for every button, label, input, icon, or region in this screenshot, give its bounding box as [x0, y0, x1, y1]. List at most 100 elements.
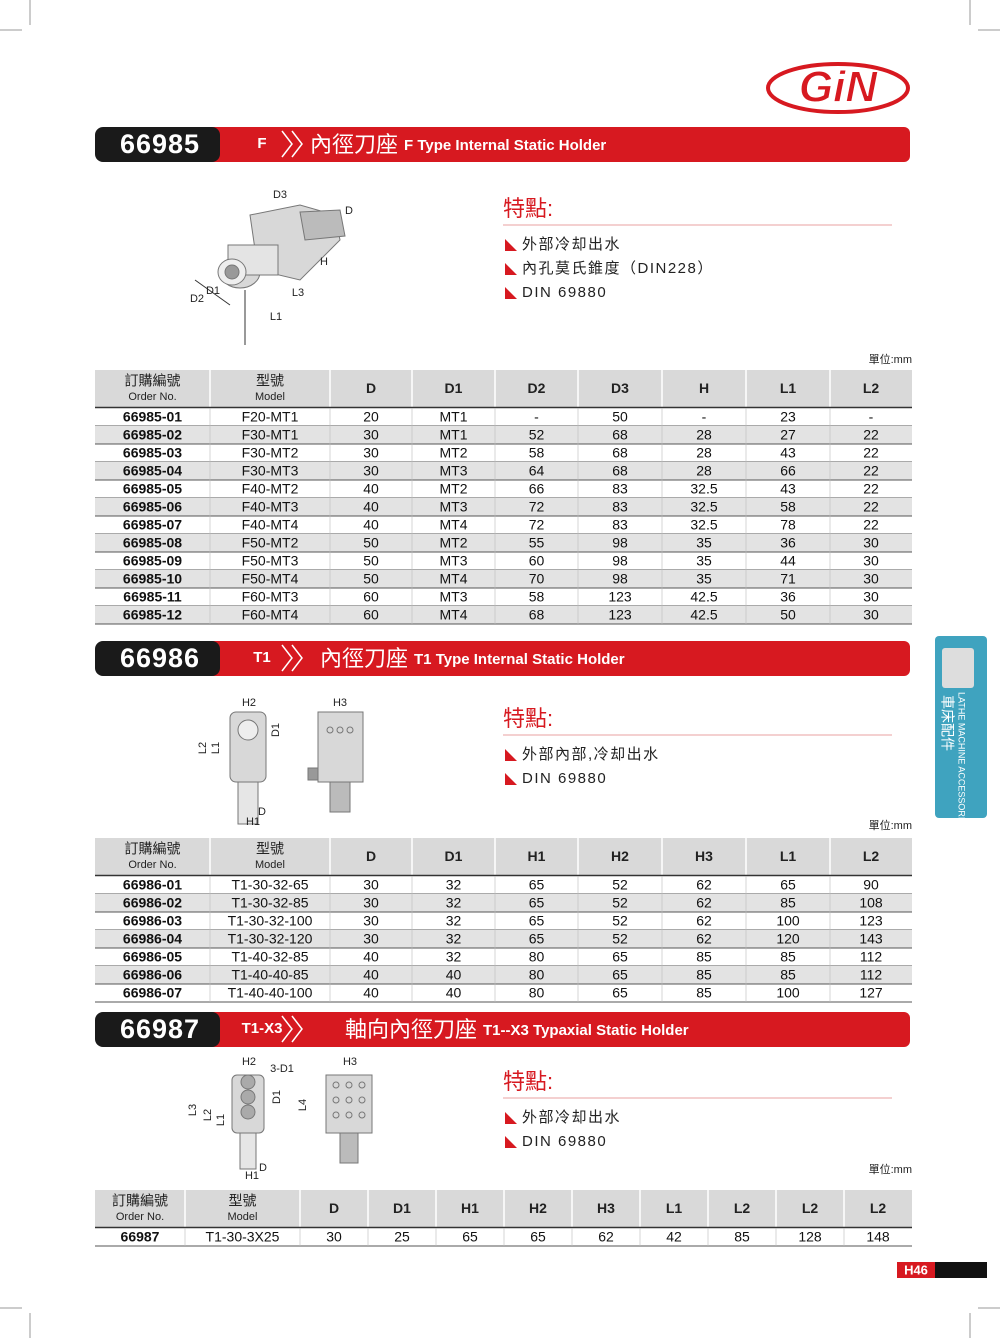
table-cell: 66986-03	[123, 913, 182, 929]
side-tab: 車床配件 LATHE MACHINE ACCESSORIES	[935, 636, 987, 831]
header-bar-black	[95, 1012, 220, 1047]
table-header-bg	[95, 838, 912, 875]
feature-item: DIN 69880	[522, 1133, 607, 1150]
table-cell: T1-30-32-65	[231, 877, 308, 893]
table-cell: 52	[612, 913, 628, 929]
table-cell: 52	[612, 895, 628, 911]
product-code: 66985	[120, 129, 200, 159]
section-title-zh: 內徑刀座	[310, 132, 398, 157]
header-bar-black	[95, 127, 220, 162]
logo-swoosh	[766, 62, 910, 114]
table-header: 訂購編號	[125, 373, 181, 389]
table-cell: 40	[363, 949, 379, 965]
table-cell: 62	[696, 913, 712, 929]
table-cell: 62	[598, 1229, 614, 1245]
table-cell: 36	[780, 589, 796, 605]
unit-label: 單位:mm	[869, 1162, 912, 1176]
table-cell: 98	[612, 535, 628, 551]
diagram-f-holder	[194, 204, 346, 345]
table-cell: 65	[780, 877, 796, 893]
table-cell: 52	[612, 931, 628, 947]
diagram-label: L1	[215, 1114, 227, 1126]
table-cell: 22	[863, 481, 879, 497]
table-cell: T1-40-40-85	[231, 967, 308, 983]
table-cell: 50	[612, 409, 628, 425]
table-cell: 25	[394, 1229, 410, 1245]
section-title: 內徑刀座 F Type Internal Static Holder	[310, 132, 606, 157]
table-header: 型號	[229, 1193, 257, 1209]
table-cell: MT3	[440, 589, 468, 605]
table-header: L2	[870, 1200, 887, 1216]
section-title: 軸向內徑刀座 T1--X3 Typaxial Static Holder	[345, 1017, 689, 1042]
table-header: H2	[611, 848, 629, 864]
table-cell: 72	[529, 517, 545, 533]
table-cell: 65	[530, 1229, 546, 1245]
diagram-label: D	[258, 806, 266, 818]
table-cell: 66	[529, 481, 545, 497]
table-cell: 80	[529, 967, 545, 983]
table-cell: 65	[612, 949, 628, 965]
table-cell: 30	[363, 445, 379, 461]
table-cell: 66986-05	[123, 949, 182, 965]
section-title: 內徑刀座 T1 Type Internal Static Holder	[320, 646, 625, 671]
table-header: H3	[597, 1200, 615, 1216]
table-header: D3	[611, 380, 629, 396]
table-cell: 66986-07	[123, 985, 182, 1001]
table-cell: 40	[446, 967, 462, 983]
table-row-bg	[95, 930, 912, 948]
diagram-label: L3	[292, 287, 304, 299]
table-cell: 30	[363, 463, 379, 479]
table-header-en: Order No.	[128, 391, 176, 403]
diagram-label: H3	[343, 1056, 357, 1068]
table-cell: 68	[612, 463, 628, 479]
table-cell: 30	[363, 931, 379, 947]
table-cell: 30	[863, 589, 879, 605]
page-number-bar: H46	[897, 1262, 987, 1278]
table-cell: 66985-04	[123, 463, 182, 479]
table-cell: 32	[446, 949, 462, 965]
table-cell: 32	[446, 913, 462, 929]
table-cell: 52	[612, 877, 628, 893]
table-cell: 64	[529, 463, 545, 479]
table-cell: 43	[780, 481, 796, 497]
header-bar-black	[95, 641, 220, 676]
diagram-label: D2	[190, 293, 204, 305]
table-cell: 22	[863, 445, 879, 461]
page-number-bg	[897, 1262, 935, 1278]
table-cell: 127	[859, 985, 883, 1001]
table-cell: 20	[363, 409, 379, 425]
table-cell: 112	[860, 967, 883, 983]
table-cell: F40-MT3	[242, 499, 299, 515]
diagram-label: L4	[297, 1099, 309, 1111]
unit-label: 單位:mm	[869, 352, 912, 366]
table-cell: 44	[780, 553, 796, 569]
table-cell: 66986-02	[123, 895, 182, 911]
table-cell: 148	[866, 1229, 890, 1245]
side-tab-zh: 車床配件	[939, 695, 955, 751]
table-cell: 123	[608, 607, 632, 623]
table-cell: 50	[363, 553, 379, 569]
feature-item: 外部冷却出水	[522, 236, 621, 253]
table-header: 訂購編號	[125, 841, 181, 857]
table-cell: 28	[696, 427, 712, 443]
product-tag: F	[257, 135, 266, 152]
table-header: L2	[863, 848, 880, 864]
table-cell: 30	[863, 571, 879, 587]
table-cell: 70	[529, 571, 545, 587]
table-cell: 85	[780, 895, 796, 911]
table-cell: 66986-06	[123, 967, 182, 983]
table-cell: 62	[696, 877, 712, 893]
diagram-label: L3	[187, 1104, 199, 1116]
table-cell: 22	[863, 427, 879, 443]
section-title-zh: 軸向內徑刀座	[345, 1017, 477, 1042]
table-cell: 85	[734, 1229, 750, 1245]
table-cell: 66985-10	[123, 571, 182, 587]
table-row-bg	[95, 534, 912, 552]
table-header: H2	[529, 1200, 547, 1216]
table-cell: 98	[612, 571, 628, 587]
section-title-zh: 內徑刀座	[320, 646, 408, 671]
table-cell: MT3	[440, 463, 468, 479]
table-cell: 98	[612, 553, 628, 569]
table-cell: 65	[529, 895, 545, 911]
feature-item: 外部冷却出水	[522, 1109, 621, 1126]
